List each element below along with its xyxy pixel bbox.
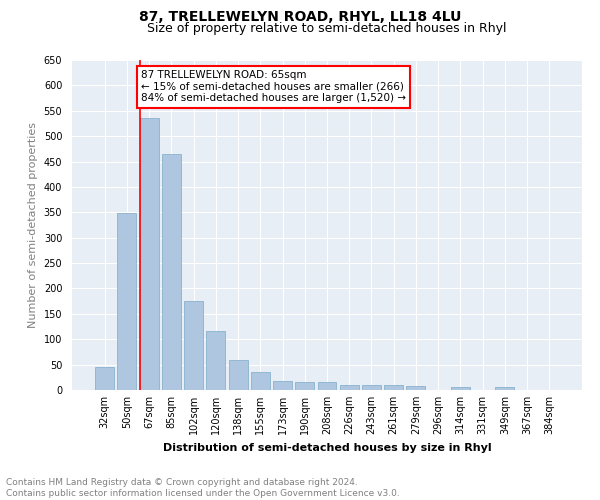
Bar	[162, 154, 181, 390]
Bar	[384, 386, 403, 390]
Bar	[406, 386, 425, 390]
Bar	[95, 366, 114, 390]
Text: 87, TRELLEWELYN ROAD, RHYL, LL18 4LU: 87, TRELLEWELYN ROAD, RHYL, LL18 4LU	[139, 10, 461, 24]
Bar	[206, 331, 225, 390]
Bar	[340, 385, 359, 390]
Bar	[317, 382, 337, 390]
X-axis label: Distribution of semi-detached houses by size in Rhyl: Distribution of semi-detached houses by …	[163, 442, 491, 452]
Bar	[295, 382, 314, 390]
Bar	[451, 388, 470, 390]
Bar	[229, 360, 248, 390]
Bar	[118, 214, 136, 390]
Text: 87 TRELLEWELYN ROAD: 65sqm
← 15% of semi-detached houses are smaller (266)
84% o: 87 TRELLEWELYN ROAD: 65sqm ← 15% of semi…	[142, 70, 406, 103]
Y-axis label: Number of semi-detached properties: Number of semi-detached properties	[28, 122, 38, 328]
Bar	[273, 381, 292, 390]
Bar	[362, 386, 381, 390]
Bar	[140, 118, 158, 390]
Bar	[496, 387, 514, 390]
Text: Contains HM Land Registry data © Crown copyright and database right 2024.
Contai: Contains HM Land Registry data © Crown c…	[6, 478, 400, 498]
Bar	[251, 372, 270, 390]
Bar	[184, 301, 203, 390]
Title: Size of property relative to semi-detached houses in Rhyl: Size of property relative to semi-detach…	[147, 22, 507, 35]
